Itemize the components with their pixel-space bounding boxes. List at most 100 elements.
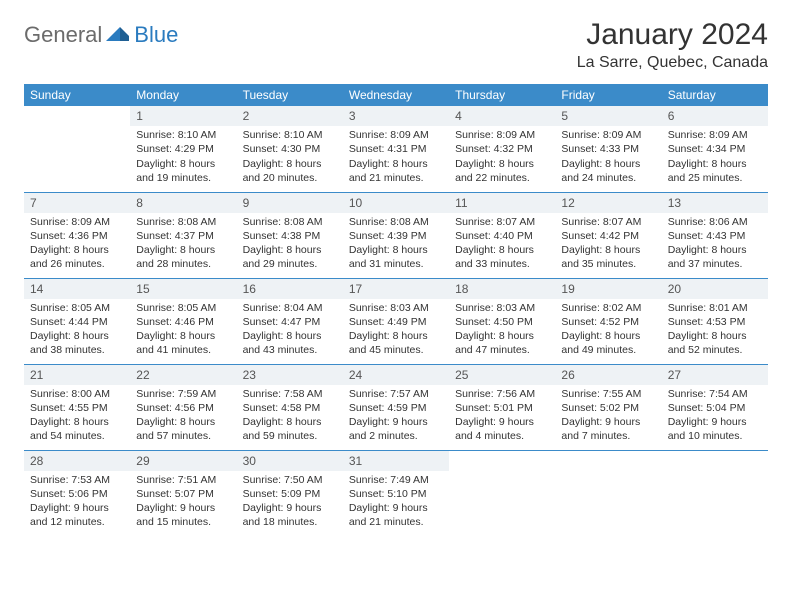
- calendar-day-cell: 30Sunrise: 7:50 AMSunset: 5:09 PMDayligh…: [237, 450, 343, 536]
- sunrise-line: Sunrise: 8:10 AM: [136, 128, 230, 142]
- sunrise-line: Sunrise: 8:03 AM: [349, 301, 443, 315]
- sunset-line: Sunset: 4:58 PM: [243, 401, 337, 415]
- day-header: Friday: [555, 84, 661, 106]
- sunrise-line: Sunrise: 8:05 AM: [30, 301, 124, 315]
- calendar-week-row: 28Sunrise: 7:53 AMSunset: 5:06 PMDayligh…: [24, 450, 768, 536]
- sunset-line: Sunset: 4:56 PM: [136, 401, 230, 415]
- sunset-line: Sunset: 5:07 PM: [136, 487, 230, 501]
- daylight-line: Daylight: 8 hours and 47 minutes.: [455, 329, 549, 357]
- sunrise-line: Sunrise: 7:56 AM: [455, 387, 549, 401]
- sunrise-line: Sunrise: 7:58 AM: [243, 387, 337, 401]
- page-header: General Blue January 2024 La Sarre, Queb…: [24, 18, 768, 72]
- day-header: Monday: [130, 84, 236, 106]
- day-header: Tuesday: [237, 84, 343, 106]
- sunset-line: Sunset: 5:04 PM: [668, 401, 762, 415]
- calendar-day-cell: 28Sunrise: 7:53 AMSunset: 5:06 PMDayligh…: [24, 450, 130, 536]
- day-number: 18: [449, 279, 555, 299]
- calendar-week-row: 21Sunrise: 8:00 AMSunset: 4:55 PMDayligh…: [24, 364, 768, 450]
- sunrise-line: Sunrise: 7:57 AM: [349, 387, 443, 401]
- sunrise-line: Sunrise: 7:49 AM: [349, 473, 443, 487]
- daylight-line: Daylight: 8 hours and 54 minutes.: [30, 415, 124, 443]
- daylight-line: Daylight: 8 hours and 26 minutes.: [30, 243, 124, 271]
- day-number: 26: [555, 365, 661, 385]
- calendar-day-cell: 11Sunrise: 8:07 AMSunset: 4:40 PMDayligh…: [449, 192, 555, 278]
- calendar-day-cell: 12Sunrise: 8:07 AMSunset: 4:42 PMDayligh…: [555, 192, 661, 278]
- sunset-line: Sunset: 4:42 PM: [561, 229, 655, 243]
- calendar-day-cell: [449, 450, 555, 536]
- calendar-week-row: 14Sunrise: 8:05 AMSunset: 4:44 PMDayligh…: [24, 278, 768, 364]
- daylight-line: Daylight: 8 hours and 21 minutes.: [349, 157, 443, 185]
- sunrise-line: Sunrise: 7:51 AM: [136, 473, 230, 487]
- sunset-line: Sunset: 4:39 PM: [349, 229, 443, 243]
- sunset-line: Sunset: 4:47 PM: [243, 315, 337, 329]
- day-number: 24: [343, 365, 449, 385]
- sunrise-line: Sunrise: 8:10 AM: [243, 128, 337, 142]
- daylight-line: Daylight: 8 hours and 19 minutes.: [136, 157, 230, 185]
- day-number: 12: [555, 193, 661, 213]
- sunrise-line: Sunrise: 7:59 AM: [136, 387, 230, 401]
- sunrise-line: Sunrise: 8:03 AM: [455, 301, 549, 315]
- daylight-line: Daylight: 8 hours and 33 minutes.: [455, 243, 549, 271]
- calendar-day-cell: 14Sunrise: 8:05 AMSunset: 4:44 PMDayligh…: [24, 278, 130, 364]
- calendar-week-row: 7Sunrise: 8:09 AMSunset: 4:36 PMDaylight…: [24, 192, 768, 278]
- daylight-line: Daylight: 8 hours and 29 minutes.: [243, 243, 337, 271]
- sunset-line: Sunset: 5:06 PM: [30, 487, 124, 501]
- calendar-day-cell: 21Sunrise: 8:00 AMSunset: 4:55 PMDayligh…: [24, 364, 130, 450]
- sunrise-line: Sunrise: 7:50 AM: [243, 473, 337, 487]
- calendar-day-cell: 23Sunrise: 7:58 AMSunset: 4:58 PMDayligh…: [237, 364, 343, 450]
- sunset-line: Sunset: 4:33 PM: [561, 142, 655, 156]
- sunrise-line: Sunrise: 8:09 AM: [668, 128, 762, 142]
- sunset-line: Sunset: 5:01 PM: [455, 401, 549, 415]
- daylight-line: Daylight: 8 hours and 52 minutes.: [668, 329, 762, 357]
- sunset-line: Sunset: 5:10 PM: [349, 487, 443, 501]
- calendar-day-cell: 29Sunrise: 7:51 AMSunset: 5:07 PMDayligh…: [130, 450, 236, 536]
- logo-mark-icon: [106, 24, 130, 47]
- daylight-line: Daylight: 8 hours and 31 minutes.: [349, 243, 443, 271]
- calendar-day-cell: 20Sunrise: 8:01 AMSunset: 4:53 PMDayligh…: [662, 278, 768, 364]
- calendar-day-cell: 8Sunrise: 8:08 AMSunset: 4:37 PMDaylight…: [130, 192, 236, 278]
- day-number: 25: [449, 365, 555, 385]
- calendar-day-cell: 18Sunrise: 8:03 AMSunset: 4:50 PMDayligh…: [449, 278, 555, 364]
- day-number: 27: [662, 365, 768, 385]
- daylight-line: Daylight: 8 hours and 59 minutes.: [243, 415, 337, 443]
- calendar-day-cell: 2Sunrise: 8:10 AMSunset: 4:30 PMDaylight…: [237, 106, 343, 192]
- calendar-day-cell: 9Sunrise: 8:08 AMSunset: 4:38 PMDaylight…: [237, 192, 343, 278]
- sunrise-line: Sunrise: 8:08 AM: [136, 215, 230, 229]
- sunset-line: Sunset: 4:38 PM: [243, 229, 337, 243]
- calendar-day-cell: 10Sunrise: 8:08 AMSunset: 4:39 PMDayligh…: [343, 192, 449, 278]
- sunset-line: Sunset: 4:36 PM: [30, 229, 124, 243]
- day-number: 17: [343, 279, 449, 299]
- calendar-day-cell: 6Sunrise: 8:09 AMSunset: 4:34 PMDaylight…: [662, 106, 768, 192]
- day-header-row: Sunday Monday Tuesday Wednesday Thursday…: [24, 84, 768, 106]
- calendar-day-cell: 13Sunrise: 8:06 AMSunset: 4:43 PMDayligh…: [662, 192, 768, 278]
- sunset-line: Sunset: 4:40 PM: [455, 229, 549, 243]
- sunset-line: Sunset: 4:43 PM: [668, 229, 762, 243]
- calendar-day-cell: 27Sunrise: 7:54 AMSunset: 5:04 PMDayligh…: [662, 364, 768, 450]
- sunrise-line: Sunrise: 8:09 AM: [561, 128, 655, 142]
- daylight-line: Daylight: 9 hours and 10 minutes.: [668, 415, 762, 443]
- day-number: 14: [24, 279, 130, 299]
- sunrise-line: Sunrise: 8:09 AM: [455, 128, 549, 142]
- sunset-line: Sunset: 4:53 PM: [668, 315, 762, 329]
- daylight-line: Daylight: 8 hours and 28 minutes.: [136, 243, 230, 271]
- daylight-line: Daylight: 8 hours and 38 minutes.: [30, 329, 124, 357]
- calendar-day-cell: 31Sunrise: 7:49 AMSunset: 5:10 PMDayligh…: [343, 450, 449, 536]
- sunrise-line: Sunrise: 8:08 AM: [243, 215, 337, 229]
- calendar-day-cell: 16Sunrise: 8:04 AMSunset: 4:47 PMDayligh…: [237, 278, 343, 364]
- day-number: 21: [24, 365, 130, 385]
- sunrise-line: Sunrise: 8:09 AM: [30, 215, 124, 229]
- sunset-line: Sunset: 4:37 PM: [136, 229, 230, 243]
- calendar-day-cell: 24Sunrise: 7:57 AMSunset: 4:59 PMDayligh…: [343, 364, 449, 450]
- day-number: 3: [343, 106, 449, 126]
- daylight-line: Daylight: 8 hours and 25 minutes.: [668, 157, 762, 185]
- sunset-line: Sunset: 4:52 PM: [561, 315, 655, 329]
- sunrise-line: Sunrise: 8:01 AM: [668, 301, 762, 315]
- daylight-line: Daylight: 9 hours and 4 minutes.: [455, 415, 549, 443]
- sunset-line: Sunset: 4:55 PM: [30, 401, 124, 415]
- sunset-line: Sunset: 4:46 PM: [136, 315, 230, 329]
- daylight-line: Daylight: 8 hours and 37 minutes.: [668, 243, 762, 271]
- daylight-line: Daylight: 9 hours and 18 minutes.: [243, 501, 337, 529]
- calendar-day-cell: [555, 450, 661, 536]
- day-number: 6: [662, 106, 768, 126]
- day-header: Sunday: [24, 84, 130, 106]
